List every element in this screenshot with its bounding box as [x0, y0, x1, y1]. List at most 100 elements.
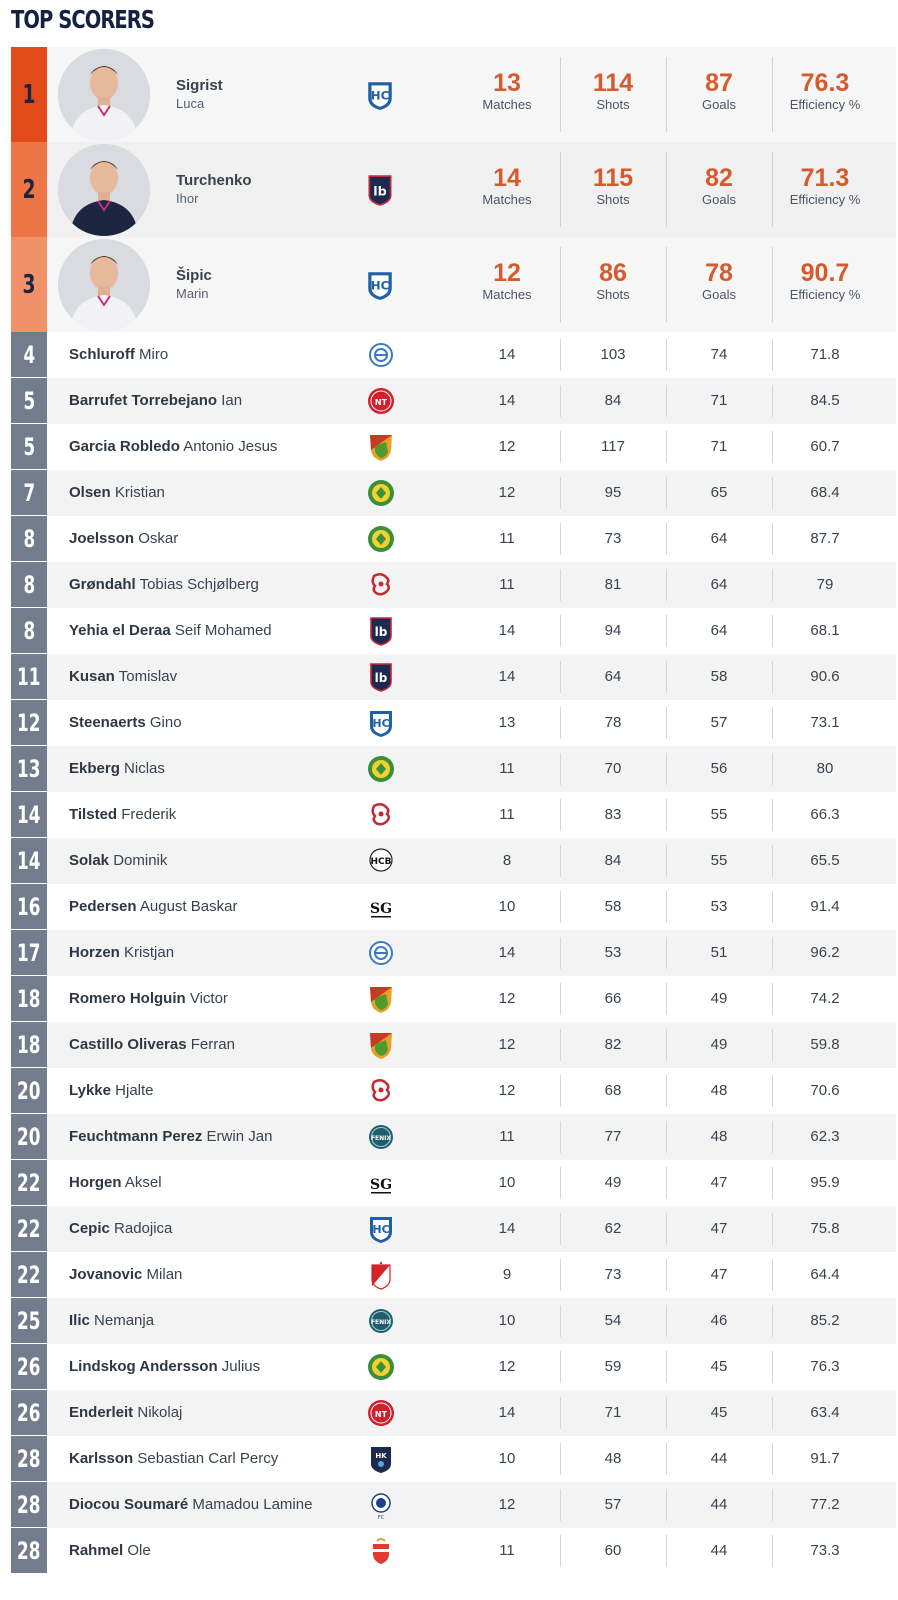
- red-white-shield-logo[interactable]: [366, 1260, 396, 1290]
- player-name[interactable]: Horgen Aksel: [69, 1160, 162, 1206]
- red-round-logo[interactable]: NT: [366, 1398, 396, 1428]
- scorer-row[interactable]: 22 Cepic Radojica HC 14 62 47 75.8: [11, 1206, 896, 1252]
- scorer-row[interactable]: 26 Enderleit Nikolaj NT 14 71 45 63.4: [11, 1390, 896, 1436]
- player-name[interactable]: Lindskog Andersson Julius: [69, 1344, 260, 1390]
- red-lion-logo[interactable]: [366, 570, 396, 600]
- scorer-row[interactable]: 18 Romero Holguin Victor 12 66 49 74.2: [11, 976, 896, 1022]
- player-name[interactable]: Grøndahl Tobias Schjølberg: [69, 562, 259, 608]
- scorer-row[interactable]: 14 Solak Dominik HCB 8 84 55 65.5: [11, 838, 896, 884]
- scorer-row[interactable]: 26 Lindskog Andersson Julius 12 59 45 76.3: [11, 1344, 896, 1390]
- player-name[interactable]: Cepic Radojica: [69, 1206, 172, 1252]
- blue-shield-logo[interactable]: HC: [364, 267, 396, 303]
- scorer-row[interactable]: 12 Steenaerts Gino HC 13 78 57 73.1: [11, 700, 896, 746]
- player-name[interactable]: Garcia Robledo Antonio Jesus: [69, 424, 277, 470]
- blue-shield-logo[interactable]: HC: [366, 1214, 396, 1244]
- stat-efficiency-value: 76.3: [800, 69, 850, 97]
- player-name[interactable]: Karlsson Sebastian Carl Percy: [69, 1436, 278, 1482]
- scorer-row[interactable]: 17 Horzen Kristjan 14 53 51 96.2: [11, 930, 896, 976]
- sg-text-logo[interactable]: SG: [366, 1168, 396, 1198]
- top-scorer-row[interactable]: 1 Sigrist Luca HC 13 Matches 114 Shots 8…: [11, 47, 896, 142]
- scorer-row[interactable]: 25 Ilic Nemanja FENIX 10 54 46 85.2: [11, 1298, 896, 1344]
- blue-round-logo[interactable]: [366, 938, 396, 968]
- scorer-row[interactable]: 18 Castillo Oliveras Ferran 12 82 49 59.8: [11, 1022, 896, 1068]
- player-name[interactable]: Sigrist Luca: [176, 77, 223, 111]
- green-orange-shield-logo[interactable]: [366, 984, 396, 1014]
- scorer-row[interactable]: 13 Ekberg Niclas 11 70 56 80: [11, 746, 896, 792]
- scorer-row[interactable]: 16 Pedersen August Baskar SG 10 58 53 91.4: [11, 884, 896, 930]
- blue-round-logo[interactable]: [366, 340, 396, 370]
- blue-shield-logo[interactable]: HC: [366, 708, 396, 738]
- scorer-row[interactable]: 22 Jovanovic Milan 9 73 47 64.4: [11, 1252, 896, 1298]
- scorer-row[interactable]: 22 Horgen Aksel SG 10 49 47 95.9: [11, 1160, 896, 1206]
- player-name[interactable]: Enderleit Nikolaj: [69, 1390, 182, 1436]
- column-divider: [560, 385, 561, 417]
- navy-lb-logo[interactable]: lb: [364, 172, 396, 208]
- stat-goals: 47: [710, 1220, 728, 1237]
- scorer-row[interactable]: 20 Feuchtmann Perez Erwin Jan FENIX 11 77 4…: [11, 1114, 896, 1160]
- top-scorer-row[interactable]: 3 Šipic Marin HC 12 Matches 86 Shots 78 …: [11, 237, 896, 332]
- player-name[interactable]: Kusan Tomislav: [69, 654, 177, 700]
- player-name[interactable]: Barrufet Torrebejano Ian: [69, 378, 242, 424]
- red-lion-logo[interactable]: [366, 800, 396, 830]
- player-name[interactable]: Ilic Nemanja: [69, 1298, 154, 1344]
- player-name[interactable]: Schluroff Miro: [69, 332, 168, 378]
- player-name[interactable]: Castillo Oliveras Ferran: [69, 1022, 235, 1068]
- column-divider: [772, 707, 773, 739]
- player-name[interactable]: Solak Dominik: [69, 838, 167, 884]
- red-round-logo[interactable]: NT: [366, 386, 396, 416]
- player-name[interactable]: Horzen Kristjan: [69, 930, 174, 976]
- scorer-row[interactable]: 11 Kusan Tomislav lb 14 64 58 90.6: [11, 654, 896, 700]
- scorer-row[interactable]: 28 Diocou Soumaré Mamadou Lamine FC 12 57 4…: [11, 1482, 896, 1528]
- scorer-row[interactable]: 20 Lykke Hjalte 12 68 48 70.6: [11, 1068, 896, 1114]
- scorer-row[interactable]: 5 Barrufet Torrebejano Ian NT 14 84 71 84.5: [11, 378, 896, 424]
- green-orange-shield-logo[interactable]: [366, 432, 396, 462]
- sg-text-logo[interactable]: SG: [366, 892, 396, 922]
- player-name[interactable]: Turchenko Ihor: [176, 172, 252, 206]
- player-name[interactable]: Romero Holguin Victor: [69, 976, 228, 1022]
- green-orange-shield-logo[interactable]: [366, 1030, 396, 1060]
- rank-number: 18: [17, 984, 41, 1013]
- player-name[interactable]: Steenaerts Gino: [69, 700, 182, 746]
- player-name[interactable]: Yehia el Deraa Seif Mohamed: [69, 608, 272, 654]
- rank-badge: 12: [11, 700, 47, 746]
- red-lion-logo[interactable]: [366, 1076, 396, 1106]
- scorer-row[interactable]: 5 Garcia Robledo Antonio Jesus 12 117 71 60…: [11, 424, 896, 470]
- player-name[interactable]: Jovanovic Milan: [69, 1252, 182, 1298]
- player-name[interactable]: Diocou Soumaré Mamadou Lamine: [69, 1482, 312, 1528]
- scorer-row[interactable]: 7 Olsen Kristian 12 95 65 68.4: [11, 470, 896, 516]
- scorer-row[interactable]: 8 Joelsson Oskar 11 73 64 87.7: [11, 516, 896, 562]
- green-yellow-round-logo[interactable]: [366, 1352, 396, 1382]
- green-yellow-round-logo[interactable]: [366, 524, 396, 554]
- player-name[interactable]: Ekberg Niclas: [69, 746, 165, 792]
- teal-fenix-logo[interactable]: FENIX: [366, 1122, 396, 1152]
- green-yellow-round-logo[interactable]: [366, 754, 396, 784]
- player-name[interactable]: Olsen Kristian: [69, 470, 165, 516]
- scorer-row[interactable]: 28 Rahmel Ole 11 60 44 73.3: [11, 1528, 896, 1574]
- player-name[interactable]: Feuchtmann Perez Erwin Jan: [69, 1114, 272, 1160]
- rank-number: 13: [17, 754, 41, 783]
- navy-lb-logo[interactable]: lb: [366, 662, 396, 692]
- player-name[interactable]: Šipic Marin: [176, 267, 212, 301]
- blue-shield-logo[interactable]: HC: [364, 77, 396, 113]
- player-name[interactable]: Joelsson Oskar: [69, 516, 178, 562]
- player-name[interactable]: Lykke Hjalte: [69, 1068, 154, 1114]
- player-last-name: Rahmel: [69, 1542, 124, 1559]
- stat-efficiency: 87.7: [810, 530, 840, 547]
- hcb-text-logo[interactable]: HCB: [366, 846, 396, 876]
- navy-hk-logo[interactable]: HK: [366, 1444, 396, 1474]
- scorer-row[interactable]: 14 Tilsted Frederik 11 83 55 66.3: [11, 792, 896, 838]
- porto-logo[interactable]: FC: [366, 1490, 396, 1521]
- player-name[interactable]: Rahmel Ole: [69, 1528, 151, 1574]
- green-yellow-round-logo[interactable]: [366, 478, 396, 508]
- scorer-row[interactable]: 28 Karlsson Sebastian Carl Percy HK 10 48…: [11, 1436, 896, 1482]
- scorer-row[interactable]: 8 Grøndahl Tobias Schjølberg 11 81 64 79: [11, 562, 896, 608]
- player-name[interactable]: Tilsted Frederik: [69, 792, 176, 838]
- scorer-row[interactable]: 4 Schluroff Miro 14 103 74 71.8: [11, 332, 896, 378]
- navy-lb-logo[interactable]: lb: [366, 616, 396, 646]
- scorer-row[interactable]: 8 Yehia el Deraa Seif Mohamed lb 14 94 64 68…: [11, 608, 896, 654]
- top-scorer-row[interactable]: 2 Turchenko Ihor lb 14 Matches 115 Shots…: [11, 142, 896, 237]
- player-name[interactable]: Pedersen August Baskar: [69, 884, 237, 930]
- teal-fenix-logo[interactable]: FENIX: [366, 1306, 396, 1336]
- benfica-logo[interactable]: [366, 1536, 396, 1566]
- column-divider: [772, 1213, 773, 1245]
